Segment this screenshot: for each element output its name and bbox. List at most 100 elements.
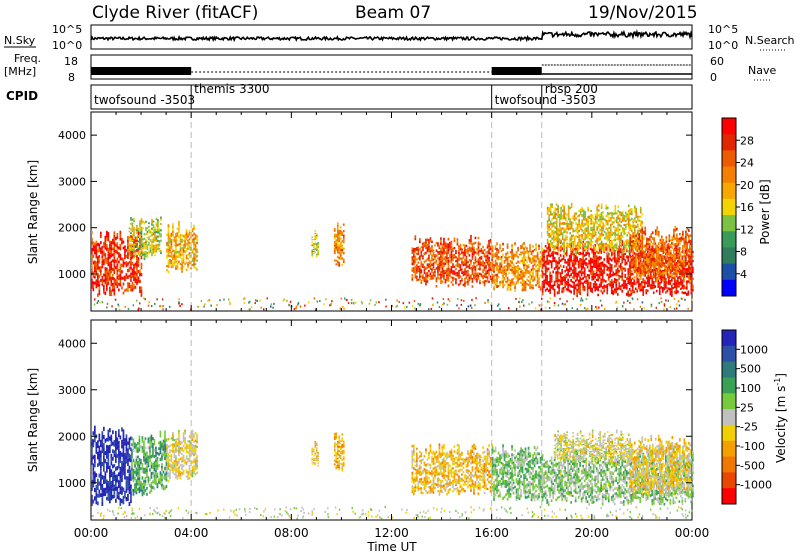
echo-cell: [342, 238, 345, 242]
echo-cell: [657, 271, 660, 274]
speckle: [114, 298, 117, 301]
echo-cell: [158, 240, 161, 242]
echo-cell: [157, 221, 159, 224]
echo-cell: [627, 255, 630, 259]
echo-cell: [456, 262, 459, 265]
echo-cell: [646, 270, 649, 273]
echo-cell: [128, 238, 131, 241]
echo-cell: [630, 256, 633, 259]
echo-cell: [450, 276, 453, 279]
echo-cell: [550, 252, 553, 255]
speckle: [248, 301, 250, 304]
echo-cell: [607, 278, 610, 281]
echo-cell: [638, 237, 641, 241]
echo-cell: [524, 268, 527, 272]
echo-cell: [656, 250, 659, 254]
echo-cell: [155, 235, 158, 238]
echo-cell: [426, 246, 429, 250]
echo-cell: [633, 245, 636, 249]
echo-cell: [579, 241, 582, 244]
echo-cell: [142, 244, 144, 247]
echo-cell: [682, 230, 684, 233]
echo-cell: [625, 277, 628, 281]
echo-cell: [467, 274, 469, 277]
echo-cell: [648, 278, 651, 282]
echo-cell: [594, 252, 596, 255]
echo-cell: [642, 231, 645, 234]
echo-cell: [446, 261, 448, 264]
echo-cell: [134, 228, 137, 231]
echo-cell: [603, 266, 606, 269]
echo-cell: [151, 227, 153, 230]
echo-cell: [140, 249, 143, 252]
echo-cell: [555, 236, 558, 240]
echo-cell: [103, 447, 105, 452]
echo-cell: [588, 238, 591, 240]
echo-cell: [670, 269, 672, 272]
echo-cell: [611, 242, 614, 245]
echo-cell: [662, 248, 665, 252]
echo-cell: [109, 274, 111, 278]
echo-cell: [623, 230, 626, 233]
echo-cell: [106, 270, 108, 275]
echo-cell: [635, 248, 638, 251]
echo-cell: [413, 263, 415, 266]
echo-cell: [175, 267, 177, 270]
echo-cell: [657, 259, 660, 263]
echo-cell: [182, 239, 185, 242]
echo-cell: [627, 244, 630, 248]
echo-cell: [94, 429, 96, 434]
echo-cell: [643, 283, 646, 286]
echo-cell: [610, 291, 613, 295]
echo-cell: [441, 275, 444, 278]
speckle: [626, 299, 629, 302]
speckle: [396, 299, 398, 302]
echo-cell: [588, 217, 591, 219]
echo-cell: [112, 282, 114, 286]
echo-cell: [633, 275, 636, 279]
echo-cell: [556, 252, 559, 256]
echo-cell: [630, 241, 633, 243]
echo-cell: [169, 241, 171, 244]
nave-label: Nave: [748, 64, 776, 77]
echo-cell: [597, 269, 599, 272]
echo-cell: [632, 258, 635, 261]
echo-cell: [591, 226, 594, 229]
speckle: [460, 303, 463, 306]
echo-cell: [488, 242, 490, 245]
echo-cell: [425, 272, 427, 275]
echo-cell: [629, 254, 632, 258]
echo-cell: [651, 251, 654, 255]
echo-cell: [586, 262, 589, 266]
echo-cell: [671, 242, 673, 246]
echo-cell: [671, 246, 674, 249]
echo-cell: [640, 281, 643, 284]
echo-cell: [131, 243, 134, 246]
echo-cell: [419, 277, 421, 281]
echo-cell: [446, 247, 448, 250]
echo-cell: [184, 242, 186, 245]
echo-cell: [489, 245, 492, 248]
echo-cell: [674, 282, 676, 286]
echo-cell: [677, 276, 679, 280]
echo-cell: [632, 223, 635, 226]
speckle: [282, 299, 285, 302]
echo-cell: [573, 289, 575, 293]
echo-cell: [188, 248, 191, 251]
echo-cell: [681, 286, 684, 289]
echo-cell: [113, 259, 116, 264]
speckle: [398, 301, 400, 303]
echo-cell: [533, 259, 536, 262]
speckle: [604, 307, 606, 310]
echo-cell: [569, 222, 571, 226]
echo-cell: [608, 243, 611, 246]
echo-cell: [572, 228, 574, 231]
echo-cell: [645, 253, 648, 256]
echo-cell: [101, 248, 104, 251]
echo-cell: [580, 274, 583, 277]
echo-cell: [336, 262, 339, 266]
echo-cell: [683, 291, 685, 295]
echo-cell: [182, 246, 185, 249]
echo-cell: [196, 237, 198, 240]
